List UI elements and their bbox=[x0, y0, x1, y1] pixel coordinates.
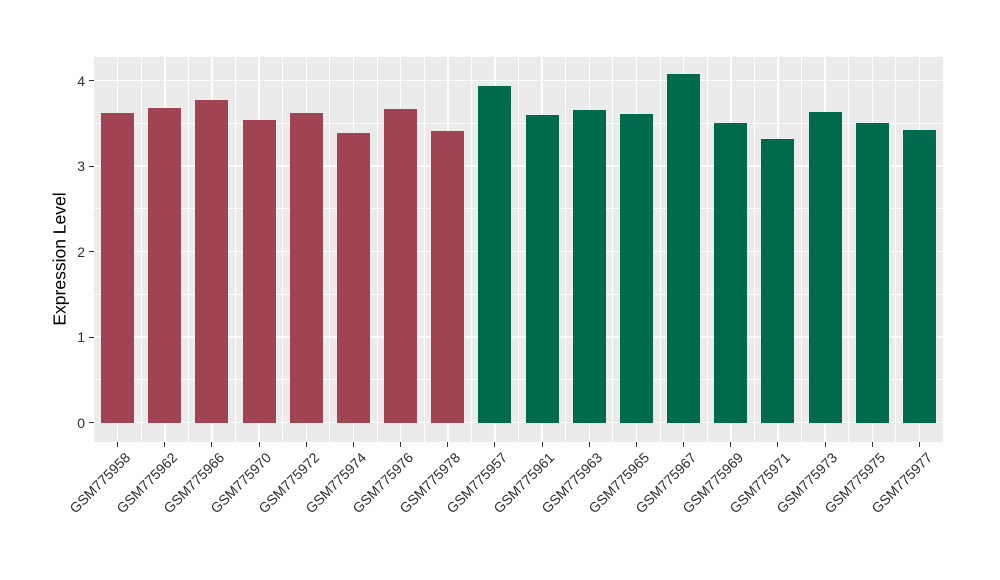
x-axis-tick bbox=[588, 442, 590, 447]
gridline-minor-vertical bbox=[518, 57, 519, 442]
y-tick-label: 0 bbox=[77, 414, 85, 431]
x-axis-tick bbox=[635, 442, 637, 447]
bar-GSM775966 bbox=[195, 100, 229, 423]
x-axis-tick bbox=[352, 442, 354, 447]
x-axis-tick bbox=[258, 442, 260, 447]
gridline-minor-vertical bbox=[801, 57, 802, 442]
x-axis-tick bbox=[400, 442, 402, 447]
x-axis-tick bbox=[447, 442, 449, 447]
gridline-minor-vertical bbox=[753, 57, 755, 442]
bar-GSM775969 bbox=[714, 123, 748, 423]
y-tick-label: 4 bbox=[77, 72, 85, 89]
gridline-minor-vertical bbox=[565, 57, 567, 442]
gridline-minor-vertical bbox=[612, 57, 614, 442]
bar-GSM775977 bbox=[902, 130, 936, 423]
x-axis-tick bbox=[211, 442, 213, 447]
gridline-minor-vertical bbox=[706, 57, 708, 442]
bar-GSM775971 bbox=[761, 138, 795, 423]
x-axis-tick bbox=[164, 442, 166, 447]
x-axis-tick bbox=[918, 442, 920, 447]
bar-GSM775967 bbox=[667, 73, 701, 423]
x-axis-tick bbox=[494, 442, 496, 447]
plot-panel bbox=[94, 57, 943, 442]
bar-GSM775962 bbox=[148, 108, 182, 423]
gridline-minor-vertical bbox=[423, 57, 425, 442]
bar-GSM775976 bbox=[384, 108, 418, 423]
gridline-minor-vertical bbox=[895, 57, 897, 442]
x-axis-tick bbox=[117, 442, 119, 447]
gridline-minor-vertical bbox=[282, 57, 284, 442]
bar-GSM775957 bbox=[478, 85, 512, 423]
gridline-minor-vertical bbox=[187, 57, 189, 442]
x-axis-tick bbox=[683, 442, 685, 447]
gridline-minor-vertical bbox=[329, 57, 331, 442]
bar-GSM775963 bbox=[572, 109, 606, 423]
bar-GSM775958 bbox=[101, 113, 135, 423]
gridline-minor-vertical bbox=[376, 57, 378, 442]
y-axis-tick bbox=[89, 165, 94, 167]
bar-GSM775973 bbox=[808, 112, 842, 423]
x-axis-tick bbox=[824, 442, 826, 447]
x-axis-tick bbox=[730, 442, 732, 447]
y-tick-label: 3 bbox=[77, 158, 85, 175]
gridline-minor-vertical bbox=[659, 57, 661, 442]
y-axis-tick bbox=[89, 251, 94, 253]
gridline-minor-vertical bbox=[140, 57, 142, 442]
y-tick-label: 2 bbox=[77, 243, 85, 260]
gridline-minor-vertical bbox=[470, 57, 472, 442]
bar-GSM775965 bbox=[619, 114, 653, 423]
gridline-minor-vertical bbox=[235, 57, 236, 442]
bar-GSM775975 bbox=[855, 123, 889, 423]
gridline-minor-vertical bbox=[848, 57, 850, 442]
x-axis-tick bbox=[777, 442, 779, 447]
y-axis-tick bbox=[89, 80, 94, 82]
y-axis-tick bbox=[89, 422, 94, 424]
x-axis-tick bbox=[541, 442, 543, 447]
bar-GSM775972 bbox=[289, 113, 323, 423]
y-tick-label: 1 bbox=[77, 329, 85, 346]
y-axis-tick bbox=[89, 336, 94, 338]
bar-GSM775974 bbox=[336, 132, 370, 423]
bar-GSM775961 bbox=[525, 114, 559, 423]
x-axis-tick bbox=[305, 442, 307, 447]
bar-GSM775970 bbox=[242, 120, 276, 423]
x-axis-tick bbox=[871, 442, 873, 447]
bar-GSM775978 bbox=[431, 131, 465, 423]
